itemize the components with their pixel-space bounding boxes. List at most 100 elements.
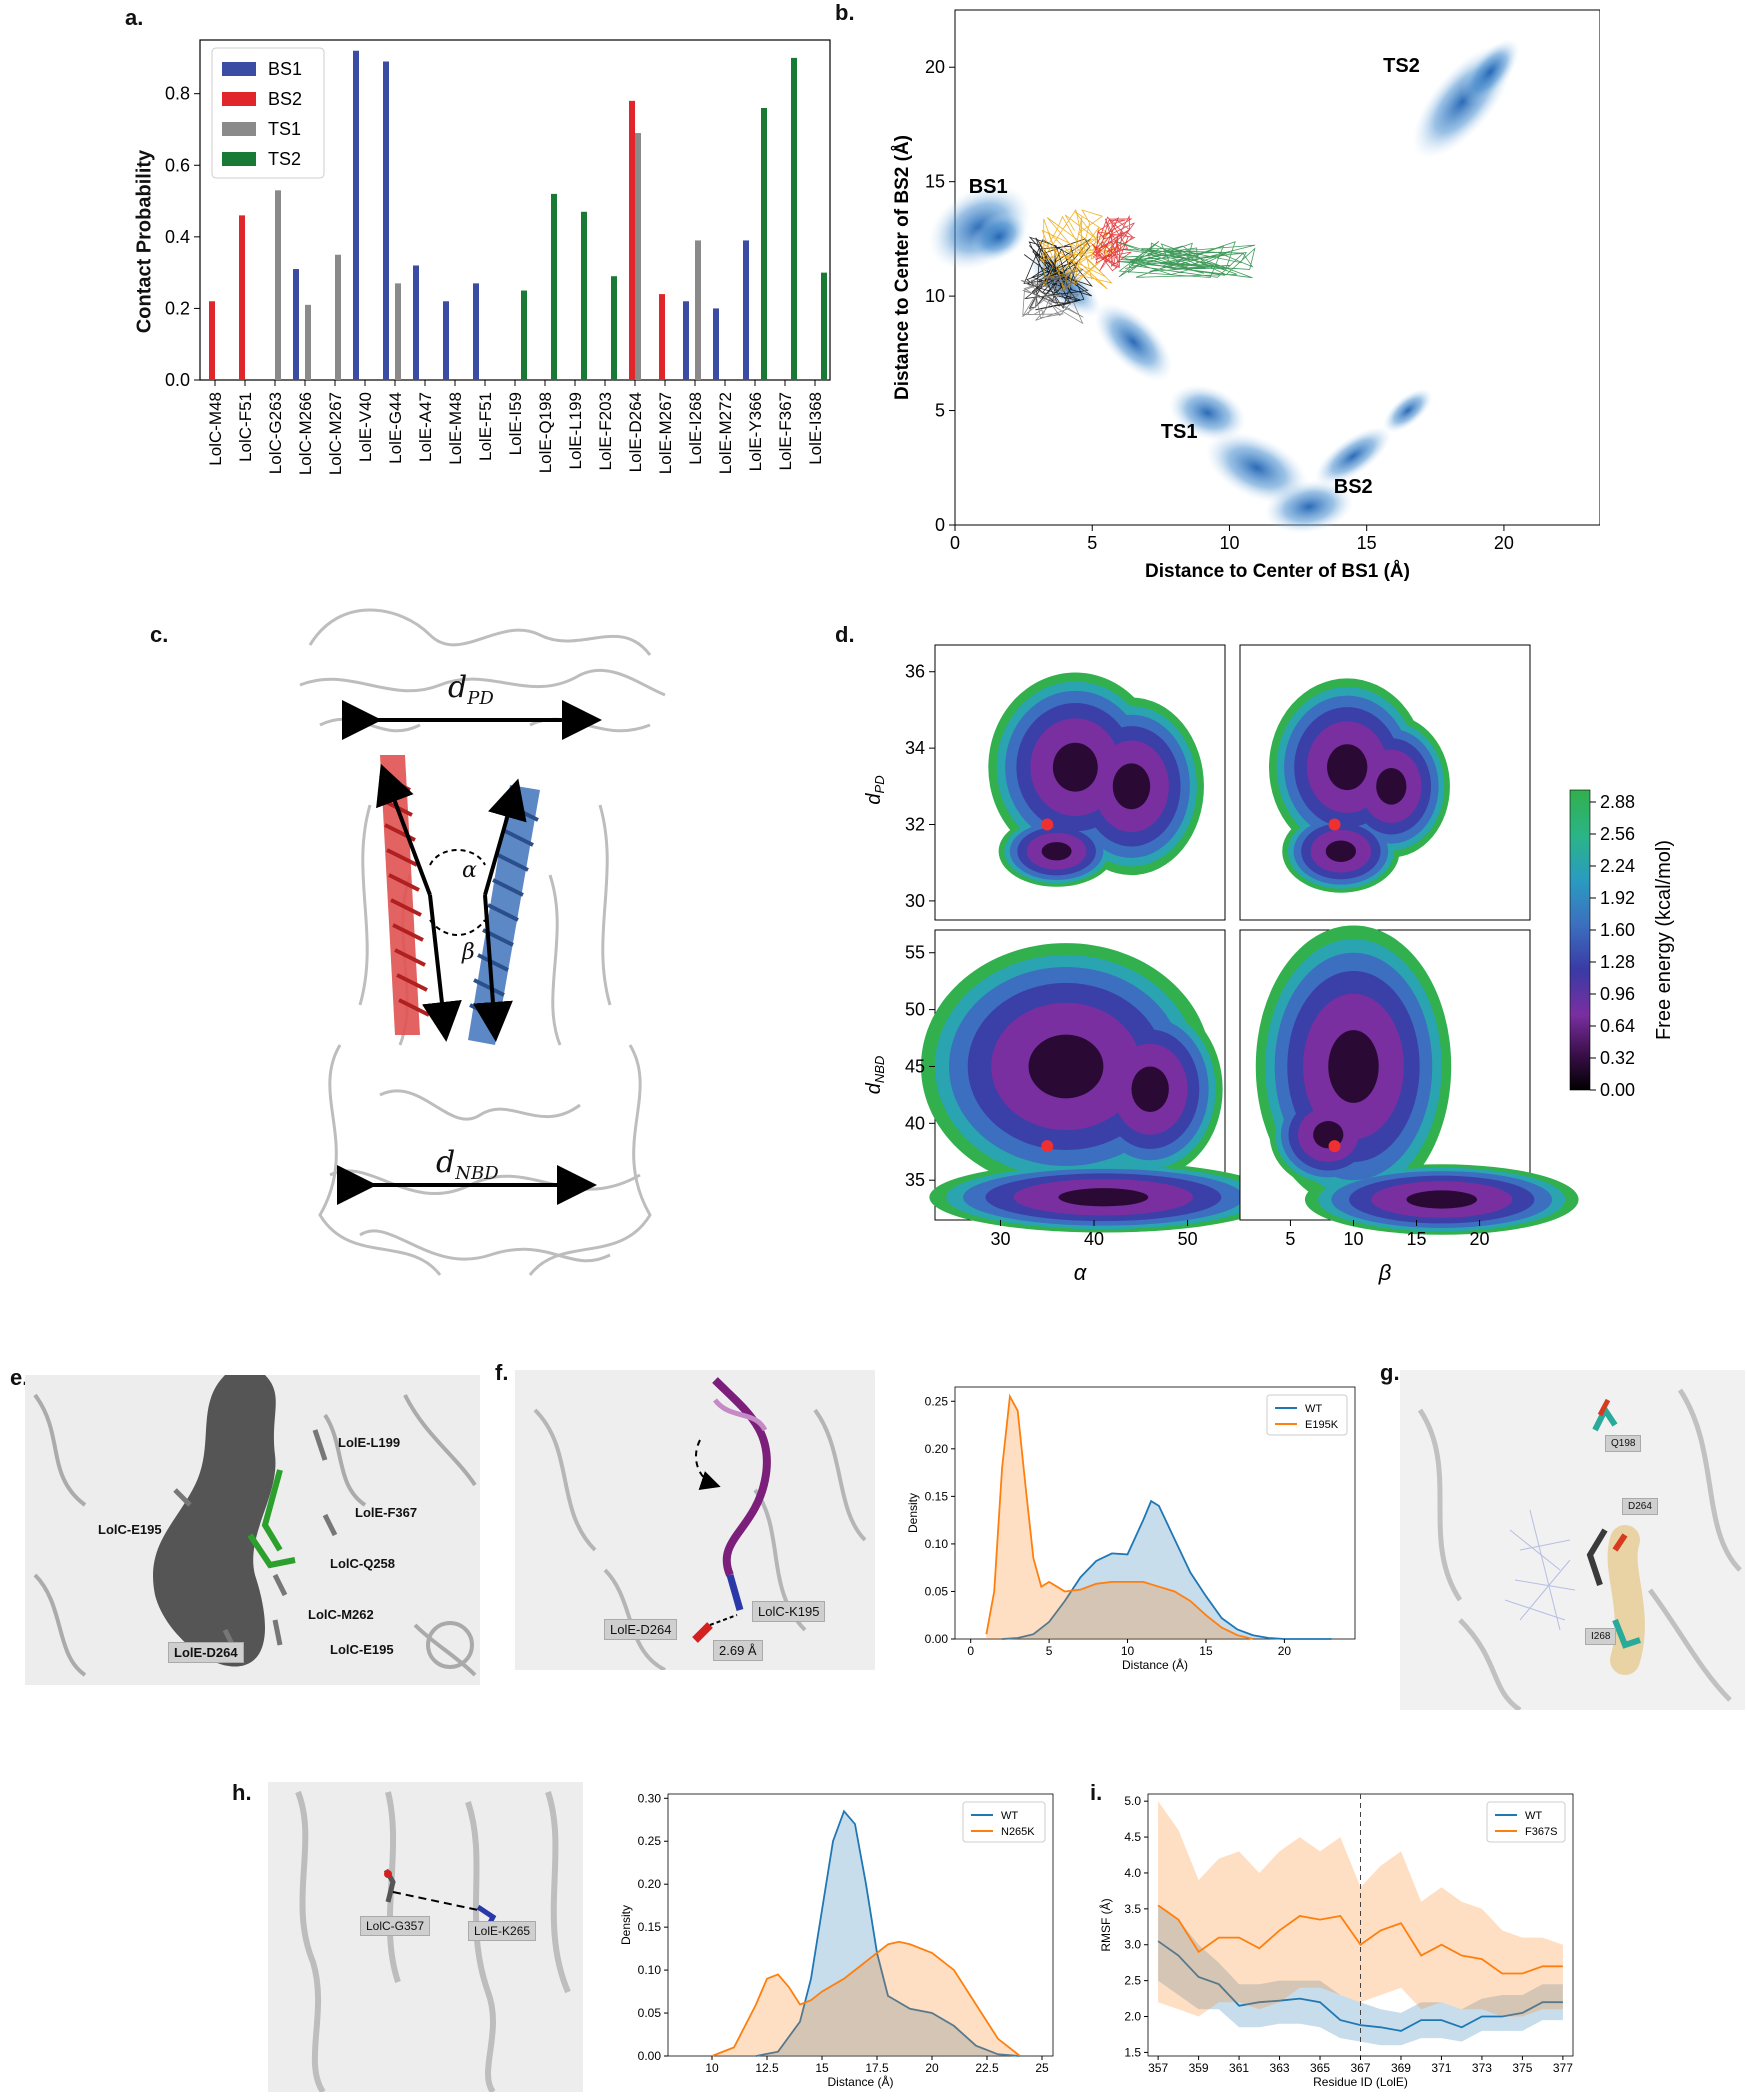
chart-b-trajectory	[1091, 214, 1136, 272]
chart-i-xtick-label: 357	[1148, 2061, 1168, 2075]
chart-i-band-f367s	[1158, 1801, 1563, 2017]
chart-i-legend-label: F367S	[1525, 1826, 1557, 1838]
chart-d-contour	[1058, 1188, 1149, 1207]
chart-b-xtick-label: 20	[1494, 533, 1514, 553]
chart-h-ytick-label: 0.00	[638, 2049, 662, 2063]
chart-h-xlabel: Distance (Å)	[827, 2074, 893, 2089]
chart-b-xtick-label: 5	[1087, 533, 1097, 553]
chart-d-colorbar-tick-label: 0.32	[1600, 1048, 1635, 1068]
label-lole-l199: LolE-L199	[338, 1435, 401, 1450]
chart-i-ytick-label: 5.0	[1124, 1794, 1141, 1808]
label-d264: D264	[1622, 1498, 1658, 1515]
chart-b-annotation-bs2: BS2	[1334, 476, 1373, 498]
label-lolc-e195-bottom: LolC-E195	[330, 1642, 394, 1657]
alpha-arrow-left	[376, 763, 432, 896]
chart-a-legend-swatch	[222, 92, 256, 106]
chart-b-density-blob	[1383, 388, 1433, 433]
chart-a-ytick-label: 0.2	[165, 298, 190, 318]
chart-a-ytick-label: 0.0	[165, 370, 190, 390]
chart-a-xtick-label: LolC-M266	[296, 392, 315, 475]
label-lolc-q258: LolC-Q258	[330, 1556, 396, 1571]
chart-b-xtick-label: 15	[1357, 533, 1377, 553]
chart-d-ytick-label: 45	[905, 1056, 925, 1076]
chart-d-xtick-label: 50	[1178, 1229, 1198, 1249]
chart-d-colorbar-tick-label: 2.24	[1600, 856, 1635, 876]
chart-a-xtick-label: LolE-F203	[596, 392, 615, 470]
chart-d-xlabel-beta: β	[1378, 1260, 1392, 1285]
chart-a-ytick-label: 0.8	[165, 84, 190, 104]
chart-d-marker	[1041, 818, 1054, 831]
label-lolc-g357: LolC-G357	[360, 1916, 431, 1936]
chart-b-density-blob	[1314, 426, 1392, 487]
molecule-image-g	[1400, 1370, 1745, 1710]
chart-a-bar-ts1	[305, 304, 311, 380]
chart-i-ytick-label: 4.0	[1124, 1866, 1141, 1880]
chart-d-colorbar-tick-label: 1.60	[1600, 920, 1635, 940]
chart-a-bar-ts2	[611, 276, 617, 380]
chart-b-annotation-ts1: TS1	[1161, 421, 1198, 443]
label-i268: I268	[1585, 1628, 1617, 1645]
molecule-image-f	[515, 1370, 875, 1670]
chart-h-ytick-label: 0.30	[638, 1791, 662, 1805]
chart-h-line-n265k	[711, 1940, 1021, 2057]
chart-i-rmsf: 357 359 361 363 365 367 369 371 373 375 377 1.5 2.0 2…	[1098, 1793, 1574, 2089]
chart-h-line-wt	[755, 1809, 1021, 2057]
chart-d-colorbar-tick-label: 1.28	[1600, 952, 1635, 972]
chart-i-ytick-label: 3.5	[1124, 1902, 1141, 1916]
beta-label: β	[462, 940, 475, 965]
chart-b-density-blob	[1461, 39, 1520, 105]
beta-arc	[429, 919, 486, 936]
chart-d-contour	[1376, 767, 1407, 805]
chart-d-xtick-label: 5	[1285, 1229, 1295, 1249]
chart-a-xtick-label: LolE-L199	[566, 392, 585, 470]
chart-b-density-blob	[1094, 302, 1173, 382]
alpha-label: α	[462, 858, 477, 883]
chart-d-contour	[1328, 1030, 1379, 1103]
panel-letter-i: i.	[1090, 1780, 1103, 1805]
panel-letter-d: d.	[835, 622, 855, 647]
chart-d-colorbar-tick-label: 0.64	[1600, 1016, 1635, 1036]
chart-f-xtick-label: 10	[1121, 1644, 1135, 1658]
chart-a-legend-label: BS1	[268, 59, 302, 79]
chart-b-ytick-label: 5	[935, 401, 945, 421]
chart-d-colorbar-tick-label: 2.56	[1600, 824, 1635, 844]
chart-a-ytick-label: 0.6	[165, 155, 190, 175]
chart-i-xtick-label: 373	[1472, 2061, 1492, 2075]
chart-b-annotation-bs1: BS1	[969, 176, 1008, 198]
chart-i-ytick-label: 3.0	[1124, 1938, 1141, 1952]
chart-b-xtick-label: 10	[1219, 533, 1239, 553]
chart-b-annotation-ts2: TS2	[1383, 55, 1420, 77]
chart-a-xtick-label: LolE-G44	[386, 392, 405, 464]
chart-h-legend-label: N265K	[1001, 1826, 1035, 1838]
chart-a-legend-label: BS2	[268, 89, 302, 109]
chart-d-contour	[1052, 742, 1098, 792]
chart-i-ytick-label: 1.5	[1124, 2045, 1141, 2059]
chart-i-ytick-label: 4.5	[1124, 1830, 1141, 1844]
panel-letter-a: a.	[125, 5, 144, 30]
chart-i-xtick-label: 359	[1189, 2061, 1209, 2075]
chart-d-xtick-label: 40	[1084, 1229, 1104, 1249]
chart-f-ylabel: Density	[906, 1493, 920, 1533]
chart-a-bar-ts2	[521, 290, 527, 380]
chart-h-xtick-label: 10	[705, 2061, 719, 2075]
chart-h-density: 10 12.5 15 17.5 20 22.5 25 0.00 0.05 0.10 0.15 0.20…	[619, 1791, 1054, 2089]
chart-a-bar-ts1	[635, 133, 641, 380]
chart-a-legend-swatch	[222, 62, 256, 76]
chart-h-xtick-label: 25	[1035, 2061, 1049, 2075]
chart-f-legend-label: WT	[1305, 1403, 1322, 1415]
chart-a-bar-bs1	[293, 269, 299, 380]
chart-b-ytick-label: 20	[925, 57, 945, 77]
chart-i-line-f367s	[1157, 1904, 1563, 1975]
chart-a-bar-ts2	[581, 211, 587, 380]
panel-letter-e: e.	[10, 1365, 29, 1390]
label-lolc-k195: LolC-K195	[752, 1601, 826, 1622]
chart-f-line-wt	[1002, 1499, 1332, 1640]
chart-d-colorbar-label: Free energy (kcal/mol)	[1653, 840, 1675, 1040]
chart-i-xtick-label: 369	[1391, 2061, 1411, 2075]
chart-d-contour	[1028, 1034, 1104, 1099]
chart-d-ytick-label: 55	[905, 943, 925, 963]
chart-i-xtick-label: 365	[1310, 2061, 1330, 2075]
chart-b-ytick-label: 0	[935, 515, 945, 535]
chart-d-xtick-label: 10	[1343, 1229, 1363, 1249]
panel-letter-h: h.	[232, 1780, 252, 1805]
